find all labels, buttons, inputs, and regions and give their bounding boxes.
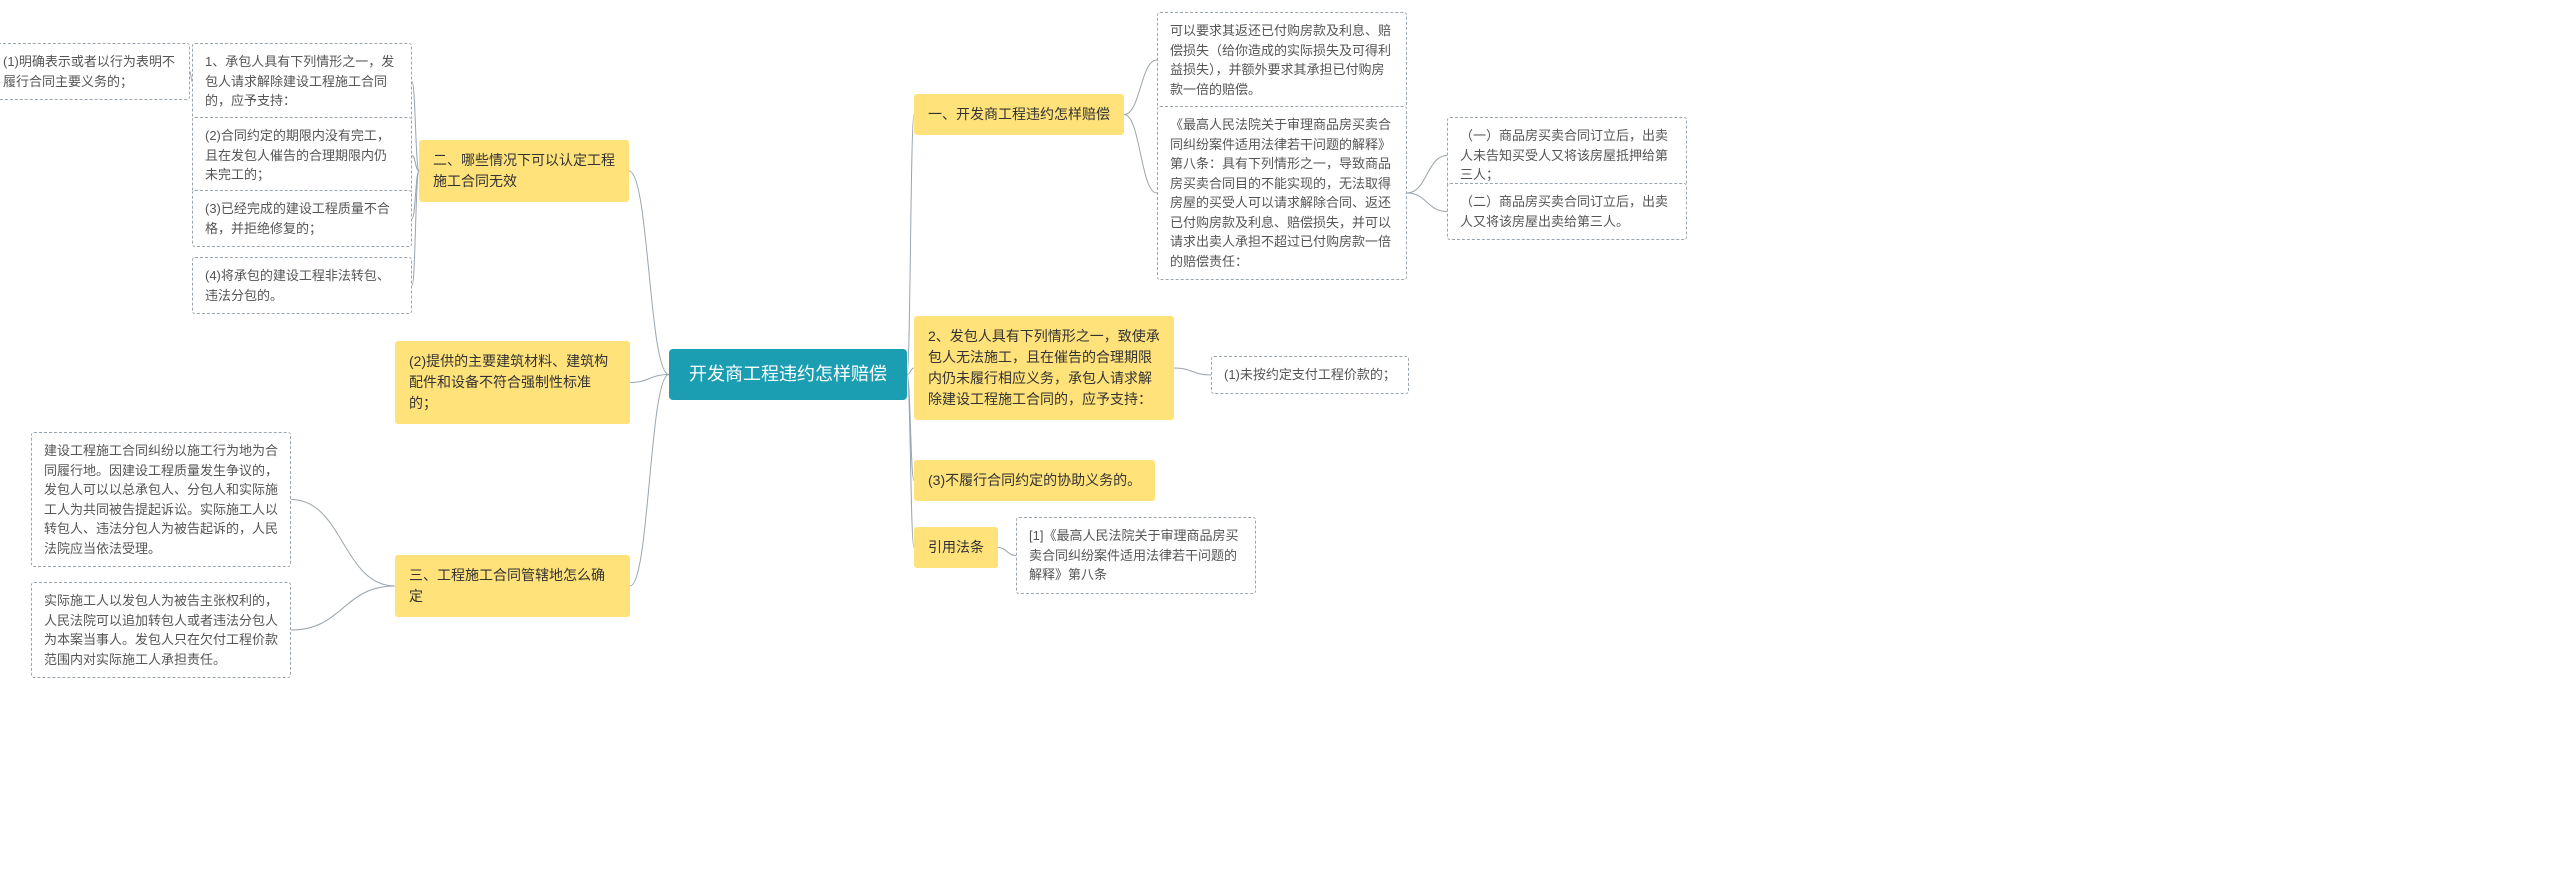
mindmap-node-l1a1: (1)明确表示或者以行为表明不履行合同主要义务的； [0,43,190,100]
mindmap-node-r2: 2、发包人具有下列情形之一，致使承包人无法施工，且在催告的合理期限内仍未履行相应… [914,316,1174,420]
mindmap-node-l1: 二、哪些情况下可以认定工程施工合同无效 [419,140,629,202]
mindmap-node-l3a: 建设工程施工合同纠纷以施工行为地为合同履行地。因建设工程质量发生争议的，发包人可… [31,432,291,567]
mindmap-node-l3: 三、工程施工合同管辖地怎么确定 [395,555,630,617]
mindmap-node-l1b: (2)合同约定的期限内没有完工，且在发包人催告的合理期限内仍未完工的； [192,117,412,194]
mindmap-node-r3: (3)不履行合同约定的协助义务的。 [914,460,1155,501]
mindmap-node-root: 开发商工程违约怎样赔偿 [669,349,907,400]
mindmap-node-r4: 引用法条 [914,527,998,568]
mindmap-node-r1b2: （二）商品房买卖合同订立后，出卖人又将该房屋出卖给第三人。 [1447,183,1687,240]
mindmap-node-r4a: [1]《最高人民法院关于审理商品房买卖合同纠纷案件适用法律若干问题的解释》第八条 [1016,517,1256,594]
mindmap-node-l1d: (4)将承包的建设工程非法转包、违法分包的。 [192,257,412,314]
mindmap-node-r1b: 《最高人民法院关于审理商品房买卖合同纠纷案件适用法律若干问题的解释》第八条：具有… [1157,106,1407,280]
mindmap-node-r2a: (1)未按约定支付工程价款的； [1211,356,1409,394]
mindmap-node-r1a: 可以要求其返还已付购房款及利息、赔偿损失（给你造成的实际损失及可得利益损失），并… [1157,12,1407,108]
mindmap-node-l3b: 实际施工人以发包人为被告主张权利的，人民法院可以追加转包人或者违法分包人为本案当… [31,582,291,678]
mindmap-node-l2: (2)提供的主要建筑材料、建筑构配件和设备不符合强制性标准的； [395,341,630,424]
mindmap-node-l1c: (3)已经完成的建设工程质量不合格，并拒绝修复的； [192,190,412,247]
mindmap-node-r1: 一、开发商工程违约怎样赔偿 [914,94,1124,135]
mindmap-node-l1a: 1、承包人具有下列情形之一，发包人请求解除建设工程施工合同的，应予支持： [192,43,412,120]
